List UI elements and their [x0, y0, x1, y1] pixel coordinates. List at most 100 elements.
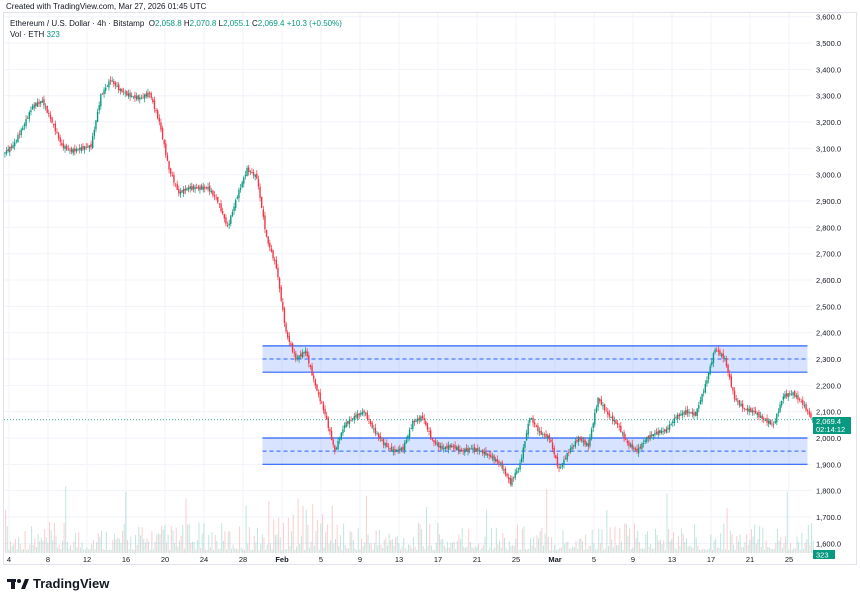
volume-bar [707, 549, 709, 553]
volume-bar [638, 541, 640, 553]
volume-bar [651, 549, 653, 553]
volume-bar [105, 531, 107, 553]
price-chart[interactable]: 3,600.0 3,500.0 3,400.0 3,300.0 3,200.0 3,100… [0, 0, 860, 570]
candle-body [499, 463, 502, 465]
volume-bar [73, 541, 75, 553]
volume-bar [276, 534, 278, 553]
volume-bar [289, 546, 291, 553]
candle-body [525, 432, 528, 441]
volume-bar [690, 546, 692, 553]
candle-body [360, 413, 362, 415]
candle-body [551, 442, 554, 449]
volume-bar [622, 549, 624, 553]
volume-bar [328, 543, 330, 553]
volume-bar [510, 546, 512, 553]
volume-bar [71, 549, 73, 553]
volume-bar [107, 549, 109, 553]
candle-body [693, 412, 695, 416]
volume-bar [187, 524, 189, 553]
candle-body [399, 448, 401, 451]
volume-bar [698, 549, 700, 553]
candle-body [374, 427, 377, 434]
candle-body [663, 429, 666, 432]
volume-bar [50, 530, 52, 553]
volume-bar [330, 540, 332, 553]
candle-body [582, 440, 585, 443]
price-badge [813, 417, 851, 434]
candle-body [548, 434, 551, 440]
volume-bar [188, 523, 190, 553]
candle-body [129, 92, 131, 97]
candle-body [709, 366, 711, 375]
volume-bar [65, 486, 67, 553]
candle-body [319, 392, 321, 402]
candle-body [431, 438, 434, 440]
volume-bar [473, 548, 475, 553]
volume-bar [503, 537, 505, 553]
candle-body [774, 421, 776, 424]
candle-body [798, 399, 801, 400]
candle-body [371, 422, 373, 428]
candle-body [153, 100, 156, 109]
candle-body [386, 443, 388, 447]
candle-body [61, 143, 63, 145]
volume-bar [263, 537, 265, 553]
volume-bar [476, 547, 478, 553]
candle-body [225, 217, 227, 224]
candle-body [62, 143, 65, 148]
volume-bar [661, 543, 663, 553]
candle-body [316, 384, 318, 391]
candle-body [33, 104, 35, 108]
chart-frame[interactable] [3, 12, 857, 565]
volume-bar [229, 530, 231, 553]
candle-body [532, 417, 534, 424]
volume-bar [227, 531, 229, 553]
candle-body [218, 203, 221, 205]
candle-body [766, 418, 768, 423]
open-value: 2,058.8 [154, 19, 182, 28]
candle-body [111, 80, 113, 82]
candle-body [574, 441, 577, 447]
candle-body [808, 411, 811, 415]
volume-bar [723, 523, 725, 553]
volume-bar [411, 548, 413, 553]
candle-body [251, 172, 253, 174]
volume-bar [715, 538, 717, 553]
candle-body [611, 415, 614, 421]
candle-body [811, 418, 814, 420]
candle-body [472, 448, 474, 450]
volume-bar [632, 547, 634, 553]
volume-bar [614, 526, 616, 553]
volume-bar [448, 547, 450, 553]
candle-body [704, 384, 707, 393]
candle-body [681, 412, 684, 416]
candle-body [468, 448, 471, 450]
candle-body [69, 149, 71, 151]
candle-body [169, 168, 172, 174]
volume-bar [731, 534, 733, 553]
volume-bar [552, 549, 554, 553]
candle-body [376, 433, 378, 435]
volume-bar [419, 523, 421, 553]
volume-bar [490, 528, 492, 553]
volume-bar [61, 540, 63, 553]
volume-bar [424, 549, 426, 553]
volume-bar [286, 548, 288, 553]
volume-bar [554, 544, 556, 553]
volume-bar [801, 532, 803, 553]
candle-body [126, 91, 128, 96]
volume-bar [512, 545, 514, 553]
volume-bar [742, 547, 744, 553]
volume-bar [442, 538, 444, 553]
candle-body [171, 175, 174, 177]
change-value: +10.3 (+0.50%) [286, 19, 342, 28]
volume-bar [531, 545, 533, 553]
volume-bar [242, 549, 244, 553]
candle-body [784, 394, 786, 398]
volume-bar [458, 534, 460, 553]
symbol-label[interactable]: Ethereum / U.S. Dollar · 4h · Bitstamp [10, 19, 145, 28]
candle-body [644, 440, 646, 443]
tradingview-logo-icon [7, 578, 29, 589]
volume-bar [682, 533, 684, 553]
candle-body [13, 142, 16, 147]
